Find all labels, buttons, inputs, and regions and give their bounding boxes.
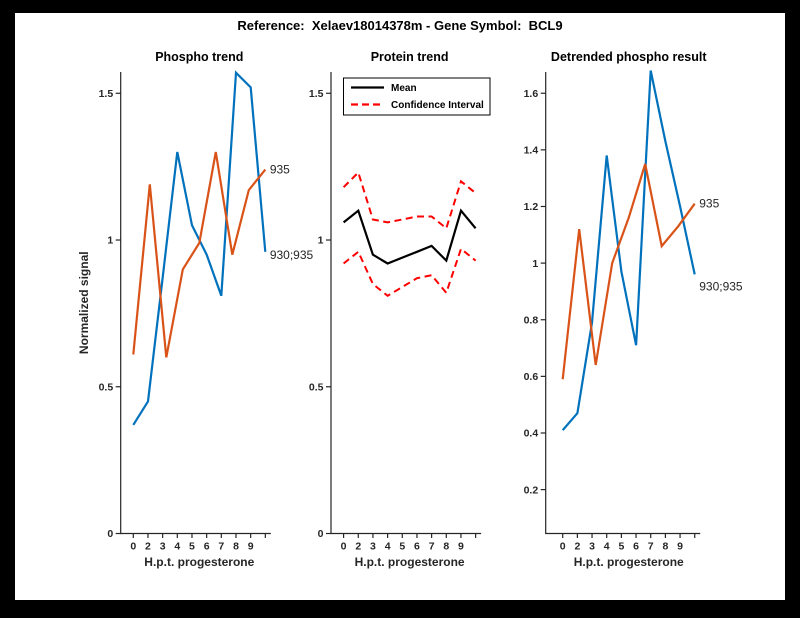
x-axis-tick-label: 8 bbox=[233, 541, 239, 553]
y-axis-tick-label: 1 bbox=[318, 235, 324, 247]
legend-item-label: Mean bbox=[391, 83, 417, 94]
x-axis-tick-label: 5 bbox=[618, 541, 624, 553]
x-axis-tick-label: 0 bbox=[560, 541, 566, 553]
x-axis-label: H.p.t. progesterone bbox=[144, 555, 254, 569]
series-line-930-935 bbox=[561, 70, 696, 431]
x-axis-label: H.p.t. progesterone bbox=[574, 555, 684, 569]
x-axis-label: H.p.t. progesterone bbox=[355, 555, 465, 569]
x-axis-tick-label: 5 bbox=[399, 541, 405, 553]
panel-title: Detrended phospho result bbox=[551, 50, 707, 64]
series-end-label: 930;935 bbox=[270, 248, 314, 262]
legend-item-label: Confidence Interval bbox=[391, 100, 484, 111]
y-axis-tick-label: 1.4 bbox=[524, 145, 539, 157]
x-axis-tick-label: 9 bbox=[248, 541, 254, 553]
legend: Mean Confidence Interval bbox=[343, 77, 491, 116]
y-axis-tick-label: 0.5 bbox=[99, 381, 114, 393]
series-line-ci-lower bbox=[342, 247, 477, 298]
x-axis-tick-label: 0 bbox=[130, 541, 136, 553]
y-axis-tick-label: 1.6 bbox=[524, 88, 539, 100]
y-axis-tick-label: 0.2 bbox=[524, 484, 539, 496]
x-axis-tick-label: 7 bbox=[429, 541, 435, 553]
x-axis-tick-label: 3 bbox=[589, 541, 595, 553]
x-axis-tick-label: 0 bbox=[341, 541, 347, 553]
x-axis-tick-label: 6 bbox=[204, 541, 210, 553]
x-axis-tick-label: 4 bbox=[385, 541, 391, 553]
y-axis-tick-label: 1.2 bbox=[524, 201, 539, 213]
x-axis-tick-label: 4 bbox=[604, 541, 610, 553]
y-axis-tick-label: 1.5 bbox=[309, 88, 324, 100]
x-axis-tick-label: 8 bbox=[662, 541, 668, 553]
y-axis-tick-label: 1 bbox=[107, 235, 113, 247]
series-line-935 bbox=[561, 163, 696, 380]
series-end-label: 935 bbox=[699, 197, 719, 211]
x-axis-tick-label: 2 bbox=[355, 541, 361, 553]
x-axis-tick-label: 2 bbox=[145, 541, 151, 553]
panel-detrended-phospho-result: 0 2 3 4 5 6 7 8 9 0.2 0.4 0.6 0.8 1 1.2 1.4 1.6 Detrended… bbox=[524, 50, 743, 569]
y-axis-tick-label: 0.6 bbox=[524, 371, 539, 383]
x-axis-tick-label: 8 bbox=[443, 541, 449, 553]
y-axis-tick-label: 1 bbox=[532, 258, 538, 270]
x-axis-tick-label: 2 bbox=[574, 541, 580, 553]
x-axis-tick-label: 3 bbox=[370, 541, 376, 553]
series-line-mean bbox=[342, 208, 477, 265]
x-axis-tick-label: 3 bbox=[160, 541, 166, 553]
x-axis-tick-label: 4 bbox=[174, 541, 180, 553]
y-axis-label: Normalized signal bbox=[77, 251, 91, 354]
x-axis-tick-label: 9 bbox=[458, 541, 464, 553]
x-axis-tick-label: 5 bbox=[189, 541, 195, 553]
y-axis-tick-label: 0 bbox=[318, 528, 324, 540]
x-axis-tick-label: 9 bbox=[677, 541, 683, 553]
y-axis-tick-label: 1.5 bbox=[99, 88, 114, 100]
panel-title: Phospho trend bbox=[155, 50, 243, 64]
y-axis-tick-label: 0 bbox=[107, 528, 113, 540]
legend-box bbox=[343, 77, 491, 116]
series-line-935 bbox=[132, 151, 267, 358]
x-axis-tick-label: 6 bbox=[414, 541, 420, 553]
series-line-ci-upper bbox=[342, 170, 477, 230]
axis-spine bbox=[545, 72, 701, 535]
x-axis-tick-label: 6 bbox=[633, 541, 639, 553]
y-axis-tick-label: 0.4 bbox=[524, 428, 539, 440]
y-axis-tick-label: 0.5 bbox=[309, 381, 324, 393]
panel-title: Protein trend bbox=[371, 50, 449, 64]
series-end-label: 930;935 bbox=[699, 279, 743, 293]
figure-title: Reference: Xelaev18014378m - Gene Symbol… bbox=[237, 18, 562, 33]
y-axis-tick-label: 0.8 bbox=[524, 314, 539, 326]
x-axis-tick-label: 7 bbox=[648, 541, 654, 553]
series-end-label: 935 bbox=[270, 163, 290, 177]
x-axis-tick-label: 7 bbox=[218, 541, 224, 553]
